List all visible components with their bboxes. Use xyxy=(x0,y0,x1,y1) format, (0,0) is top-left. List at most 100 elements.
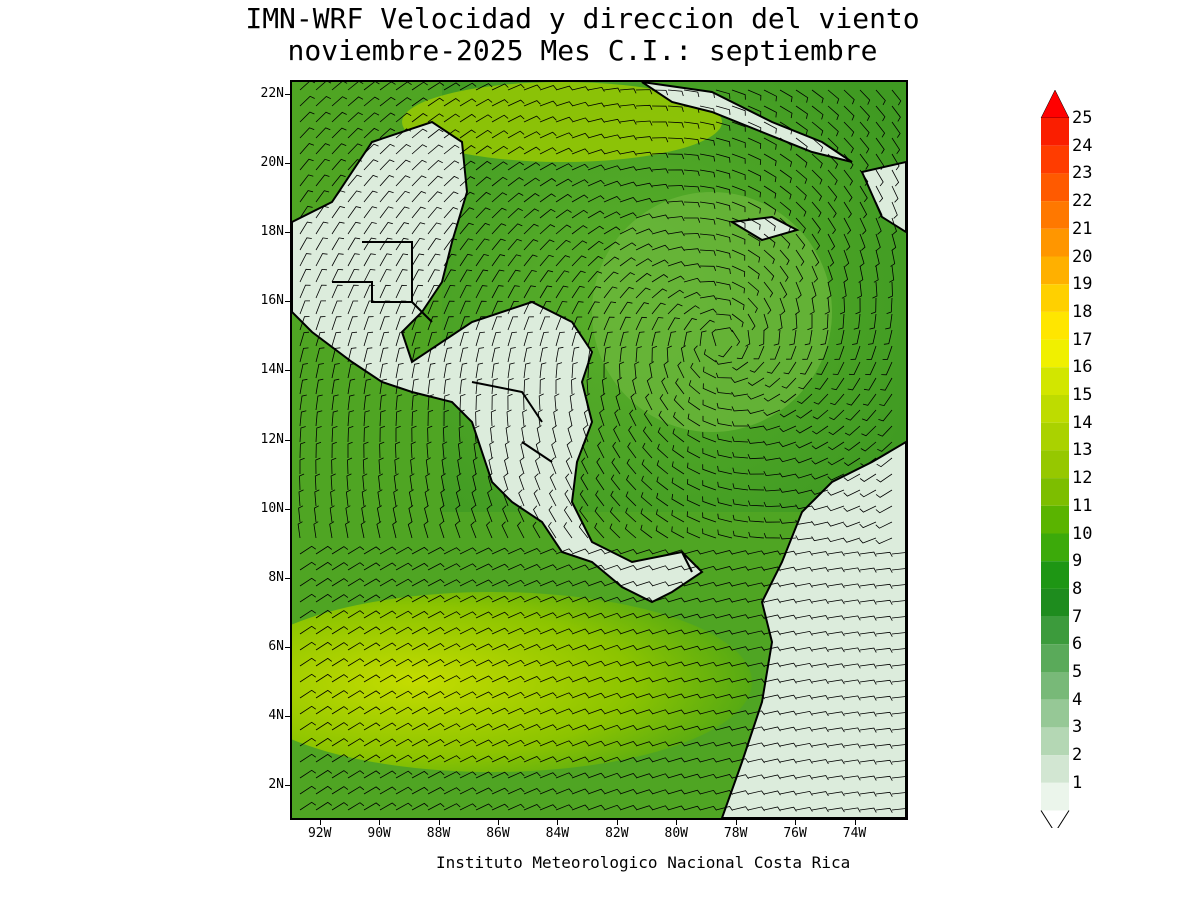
wind-barb xyxy=(395,770,413,779)
wind-barb xyxy=(587,692,605,699)
wind-barb xyxy=(363,722,381,731)
wind-barb xyxy=(789,329,797,346)
wind-barb xyxy=(816,361,829,375)
wind-barb xyxy=(635,613,653,619)
wind-barb xyxy=(315,577,333,587)
wind-barb xyxy=(395,802,413,811)
wind-barb xyxy=(507,254,522,267)
wind-barb xyxy=(440,489,446,507)
wind-barb xyxy=(666,345,672,363)
wind-barb xyxy=(686,478,701,491)
wind-barb xyxy=(859,249,865,267)
wind-barb xyxy=(715,758,733,763)
wind-barb xyxy=(827,137,839,153)
wind-barb xyxy=(427,579,445,587)
wind-barb xyxy=(667,565,685,571)
wind-barb xyxy=(859,105,870,121)
wind-barb xyxy=(802,345,813,360)
wind-barb xyxy=(491,643,509,651)
wind-barb xyxy=(683,677,701,683)
wind-barb xyxy=(635,725,653,731)
wind-barb xyxy=(331,284,343,299)
wind-barb xyxy=(843,489,861,497)
wind-barb xyxy=(827,807,845,813)
wind-barb xyxy=(715,105,731,115)
wind-barb xyxy=(427,595,445,603)
wind-barb xyxy=(523,254,538,267)
wind-barb xyxy=(552,425,557,443)
wind-barb xyxy=(539,100,557,107)
wind-barb xyxy=(523,644,541,651)
legend-swatch xyxy=(1041,644,1069,672)
legend-label: 18 xyxy=(1072,301,1093,322)
wind-barb xyxy=(410,457,416,475)
wind-barb xyxy=(443,595,461,603)
wind-barb xyxy=(522,409,528,427)
wind-barb xyxy=(747,281,760,296)
lat-tick-mark xyxy=(285,370,290,372)
legend-swatch xyxy=(1041,699,1069,728)
wind-barb xyxy=(891,153,900,171)
wind-barb xyxy=(795,217,806,234)
wind-barb xyxy=(642,426,653,443)
wind-barb xyxy=(470,505,477,523)
wind-barb xyxy=(379,363,388,379)
wind-barb xyxy=(347,268,360,283)
wind-barb xyxy=(635,773,653,779)
wind-barb xyxy=(523,177,540,187)
wind-barb xyxy=(598,425,605,443)
wind-barb xyxy=(443,627,461,635)
wind-barb xyxy=(841,281,847,299)
wind-barb xyxy=(459,191,475,203)
wind-barb xyxy=(811,599,829,605)
legend-label: 11 xyxy=(1072,495,1093,516)
wind-barb xyxy=(427,238,441,251)
legend-label: 6 xyxy=(1072,634,1083,655)
wind-barb xyxy=(702,496,717,507)
wind-barb xyxy=(667,169,685,175)
wind-barb xyxy=(315,205,329,219)
wind-barb xyxy=(363,594,381,603)
wind-barb xyxy=(459,803,477,811)
wind-barb xyxy=(507,803,525,811)
wind-barb xyxy=(731,710,749,716)
wind-barb xyxy=(699,629,717,635)
wind-barb xyxy=(456,473,462,491)
wind-barb xyxy=(443,207,459,219)
wind-barb xyxy=(843,679,861,685)
wind-barb xyxy=(827,441,845,451)
wind-barb xyxy=(779,281,788,299)
lon-tick-mark xyxy=(854,820,856,825)
wind-barb xyxy=(331,802,349,811)
wind-barb xyxy=(601,377,607,395)
wind-barb xyxy=(667,231,685,237)
wind-barb xyxy=(626,475,637,491)
wind-barb xyxy=(535,441,541,459)
wind-barb xyxy=(651,137,669,143)
wind-barb xyxy=(827,249,835,267)
wind-barb xyxy=(379,562,397,571)
wind-barb xyxy=(411,316,422,331)
wind-barb xyxy=(731,137,746,148)
wind-barb xyxy=(331,394,339,411)
wind-barb xyxy=(656,460,669,475)
wind-barb xyxy=(619,212,637,219)
wind-barb xyxy=(395,626,413,635)
wind-barb xyxy=(395,284,407,299)
wind-barb xyxy=(891,792,906,795)
wind-barb xyxy=(683,121,700,129)
wind-barb xyxy=(555,224,572,235)
wind-barb xyxy=(379,237,393,251)
wind-barb xyxy=(379,754,397,763)
wind-barb xyxy=(347,626,365,635)
wind-barb xyxy=(331,190,346,203)
wind-barb xyxy=(603,286,618,299)
wind-barb xyxy=(395,378,403,395)
wind-barb xyxy=(363,174,378,187)
wind-barb xyxy=(811,457,829,465)
wind-barb xyxy=(763,774,781,780)
wind-barb xyxy=(587,86,605,92)
wind-barb xyxy=(475,611,493,619)
wind-barb xyxy=(539,85,557,91)
wind-barb xyxy=(507,563,525,571)
